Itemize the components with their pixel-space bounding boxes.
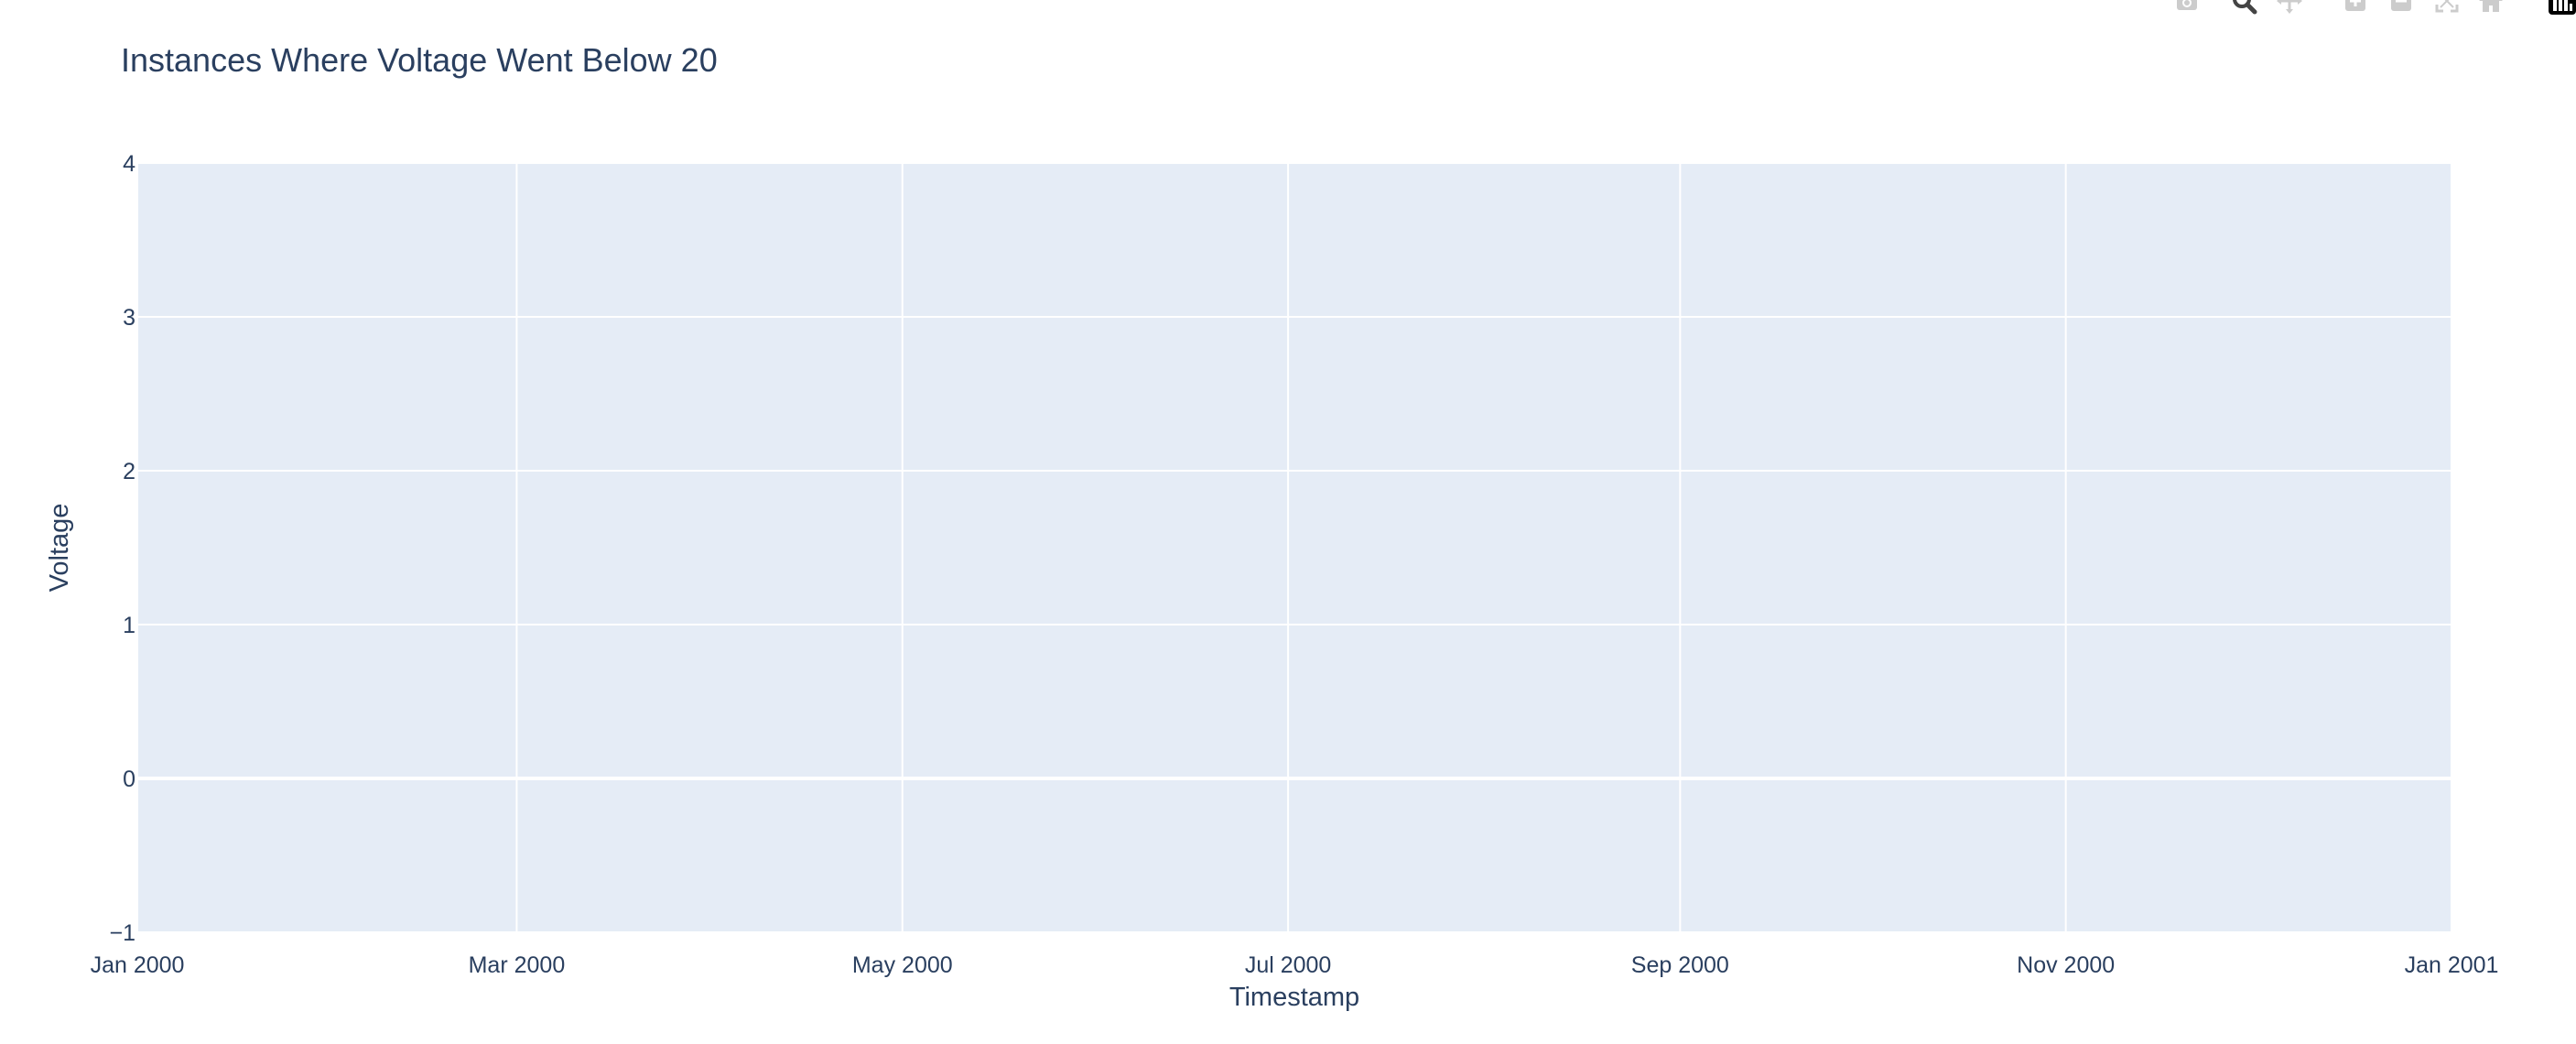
x-tick-label: May 2000 <box>852 952 953 978</box>
autoscale-icon <box>2435 0 2459 13</box>
chart-title: Instances Where Voltage Went Below 20 <box>121 41 718 79</box>
y-tick-label: 1 <box>123 613 135 638</box>
reset-axes-icon <box>2479 0 2503 12</box>
x-tick-label: Mar 2000 <box>469 952 566 978</box>
x-axis-title: Timestamp <box>1229 983 1359 1012</box>
plotly-logo-button[interactable] <box>2549 0 2576 15</box>
camera-icon <box>2177 0 2197 10</box>
modebar <box>2173 0 2576 15</box>
x-tick-label: Jan 2000 <box>91 952 185 978</box>
x-tick-label: Jul 2000 <box>1245 952 1332 978</box>
x-tick-label: Sep 2000 <box>1631 952 1729 978</box>
x-tick-labels: Jan 2000 Mar 2000 May 2000 Jul 2000 Sep 2000… <box>91 952 2499 978</box>
pan-button[interactable] <box>2276 0 2303 15</box>
y-tick-label: −1 <box>109 920 135 946</box>
y-tick-label: 4 <box>123 151 135 177</box>
y-axis-title: Voltage <box>45 504 74 593</box>
y-tick-labels: −1 0 1 2 3 4 <box>109 151 135 946</box>
zoom-button[interactable] <box>2230 0 2257 15</box>
y-tick-label: 3 <box>123 305 135 331</box>
x-tick-label: Jan 2001 <box>2405 952 2499 978</box>
zoom-icon <box>2233 0 2257 15</box>
zoom-in-icon <box>2345 0 2365 11</box>
pan-icon <box>2277 0 2302 14</box>
y-tick-label: 2 <box>123 459 135 484</box>
reset-axes-button[interactable] <box>2477 0 2505 15</box>
autoscale-button[interactable] <box>2433 0 2461 15</box>
plot-background[interactable] <box>137 163 2452 932</box>
x-tick-label: Nov 2000 <box>2017 952 2115 978</box>
camera-button[interactable] <box>2173 0 2201 15</box>
zoom-out-icon <box>2391 0 2411 11</box>
plotly-logo-icon <box>2549 0 2576 15</box>
gridlines <box>136 162 2452 933</box>
zoom-in-button[interactable] <box>2342 0 2369 15</box>
y-tick-label: 0 <box>123 767 135 792</box>
zoom-out-button[interactable] <box>2387 0 2415 15</box>
